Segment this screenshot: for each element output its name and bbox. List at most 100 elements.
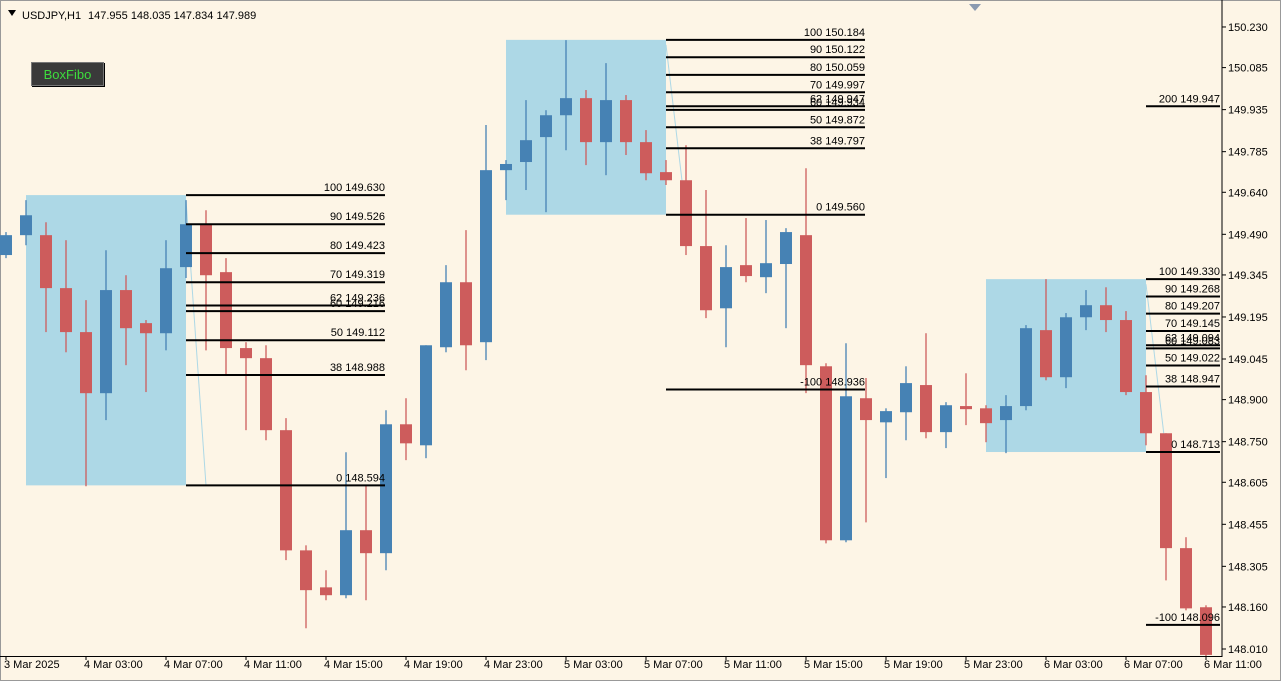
candle-body	[420, 345, 432, 446]
fibo-diagonal	[1145, 284, 1167, 453]
candle-body	[160, 268, 172, 334]
fibo-level-label: 70 149.145	[1165, 318, 1220, 330]
candle-body	[1020, 328, 1032, 407]
fibo-level-label: 38 149.797	[810, 135, 865, 147]
candle-body	[0, 235, 12, 256]
plot-area	[0, 39, 1212, 656]
candle-body	[840, 396, 852, 541]
candle-body	[480, 170, 492, 343]
candle-body	[1060, 317, 1072, 378]
fibo-level-label: 0 149.560	[816, 202, 865, 214]
candle-body	[140, 323, 152, 334]
chart-subtitle: 147.955 148.035 147.834 147.989	[88, 10, 256, 22]
candle-body	[440, 282, 452, 348]
candle-body	[200, 224, 212, 276]
candle-body	[260, 358, 272, 431]
y-tick-label: 149.490	[1228, 229, 1268, 241]
candle-body	[600, 100, 612, 143]
candle-body	[940, 405, 952, 433]
candle-body	[1120, 320, 1132, 393]
candle-body	[320, 587, 332, 596]
fibo-level-label: 80 149.207	[1165, 301, 1220, 313]
candle-body	[240, 348, 252, 359]
fibo-level-label: 62 149.236	[330, 292, 385, 304]
fibo-level-label: 100 150.184	[804, 27, 865, 39]
fibo-level-label: 80 149.423	[330, 240, 385, 252]
x-tick-label: 4 Mar 15:00	[324, 659, 383, 671]
candle-body	[760, 263, 772, 278]
candle-body	[100, 290, 112, 394]
fibo-level-label: 90 149.526	[330, 211, 385, 223]
fibo-level-label: 100 149.330	[1159, 266, 1220, 278]
candle-body	[120, 290, 132, 329]
x-tick-label: 5 Mar 07:00	[644, 659, 703, 671]
candle-body	[80, 332, 92, 394]
x-tick-label: 4 Mar 19:00	[404, 659, 463, 671]
candle-body	[380, 424, 392, 554]
menu-arrow	[8, 10, 16, 16]
y-tick-label: 148.010	[1228, 644, 1268, 656]
y-tick-label: 149.935	[1228, 105, 1268, 117]
fibo-level-label: 200 149.947	[1159, 93, 1220, 105]
candle-body	[1040, 330, 1052, 378]
y-tick-label: 149.045	[1228, 354, 1268, 366]
fibo-level-label: 80 150.059	[810, 62, 865, 74]
fibo-level-label: 50 149.112	[331, 327, 385, 339]
candle-body	[520, 140, 532, 163]
fibo-level-label: -100 148.936	[800, 377, 865, 389]
candle-body	[860, 398, 872, 421]
x-tick-label: 5 Mar 15:00	[804, 659, 863, 671]
x-tick-label: 6 Mar 11:00	[1204, 659, 1262, 671]
fibo-level-label: 0 148.594	[336, 472, 385, 484]
y-tick-label: 148.900	[1228, 395, 1268, 407]
fibo-level-label: 90 150.122	[810, 44, 865, 56]
candle-body	[300, 550, 312, 591]
candle-body	[1080, 305, 1092, 318]
candle-body	[540, 115, 552, 138]
y-tick-label: 150.085	[1228, 63, 1268, 75]
y-tick-label: 150.230	[1228, 22, 1268, 34]
fibo-level-label: 50 149.872	[810, 114, 865, 126]
x-tick-label: 3 Mar 2025	[4, 659, 60, 671]
y-tick-label: 149.640	[1228, 187, 1268, 199]
fibo-level-label: 0 148.713	[1171, 439, 1220, 451]
y-tick-label: 148.750	[1228, 437, 1268, 449]
fibo-level-label: 100 149.630	[324, 182, 385, 194]
x-tick-label: 5 Mar 03:00	[564, 659, 623, 671]
y-tick-label: 148.160	[1228, 602, 1268, 614]
candle-body	[1160, 433, 1172, 549]
candle-body	[180, 224, 192, 268]
x-tick-label: 5 Mar 11:00	[724, 659, 782, 671]
y-tick-label: 148.455	[1228, 519, 1268, 531]
candle-body	[920, 385, 932, 433]
candle-body	[640, 142, 652, 174]
boxfibo-button[interactable]: BoxFibo	[31, 62, 104, 86]
fibo-level-label: 60 149.934	[810, 97, 865, 109]
candle-body	[340, 530, 352, 596]
candle-body	[880, 411, 892, 423]
fibo-level-label: -100 148.096	[1155, 612, 1220, 624]
shift-marker	[969, 4, 981, 11]
candle-body	[1200, 607, 1212, 655]
x-tick-label: 4 Mar 11:00	[244, 659, 302, 671]
x-tick-label: 5 Mar 23:00	[964, 659, 1023, 671]
candle-body	[1100, 305, 1112, 321]
y-tick-label: 149.345	[1228, 270, 1268, 282]
candle-body	[1000, 406, 1012, 421]
candle-body	[660, 172, 672, 181]
candle-body	[1140, 392, 1152, 434]
candle-body	[960, 406, 972, 410]
y-tick-label: 148.305	[1228, 561, 1268, 573]
y-tick-label: 148.605	[1228, 477, 1268, 489]
y-tick-label: 149.785	[1228, 147, 1268, 159]
candle-body	[700, 246, 712, 311]
candle-body	[820, 366, 832, 541]
candle-body	[280, 430, 292, 551]
x-tick-label: 4 Mar 23:00	[484, 659, 543, 671]
fibo-level-label: 70 149.319	[330, 269, 385, 281]
candle-body	[800, 235, 812, 366]
candle-body	[980, 408, 992, 424]
fibo-level-label: 38 148.947	[1165, 373, 1220, 385]
